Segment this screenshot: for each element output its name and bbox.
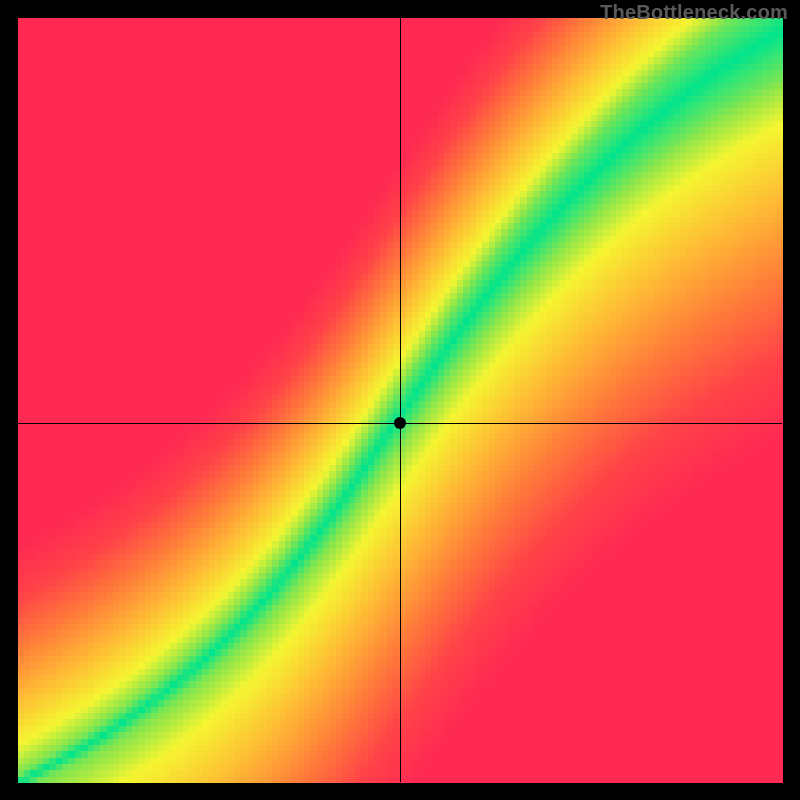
watermark-text: TheBottleneck.com [600, 2, 788, 25]
bottleneck-heatmap [0, 0, 800, 800]
